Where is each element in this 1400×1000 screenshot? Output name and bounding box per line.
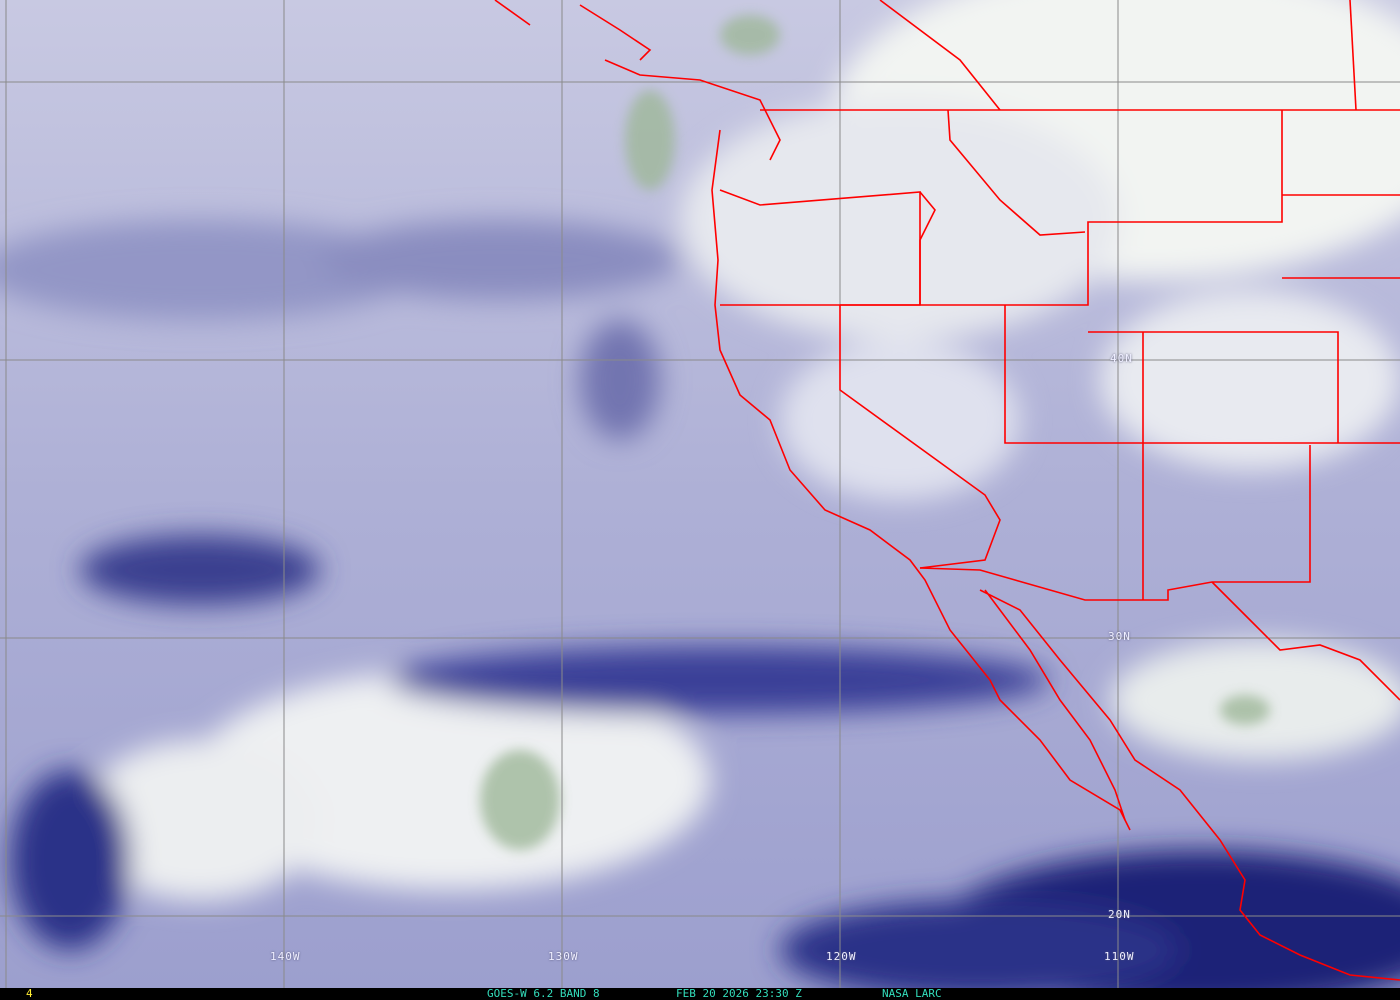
lon-label-110w: 110W xyxy=(1104,950,1135,963)
frame-number: 4 xyxy=(26,987,33,1000)
lat-label-40n: 40N xyxy=(1110,352,1133,365)
timestamp: FEB 20 2026 23:30 Z xyxy=(676,987,802,1000)
coastline xyxy=(711,129,1131,831)
lon-label-140w: 140W xyxy=(270,950,301,963)
baja-east-coast xyxy=(984,589,1126,821)
lon-label-130w: 130W xyxy=(548,950,579,963)
lat-label-20n: 20N xyxy=(1108,908,1131,921)
satellite-band: GOES-W 6.2 BAND 8 xyxy=(487,987,600,1000)
political-boundaries xyxy=(494,0,1400,981)
mainland-mexico-coast xyxy=(979,589,1400,981)
lat-label-30n: 30N xyxy=(1108,630,1131,643)
status-bar: 4 GOES-W 6.2 BAND 8 FEB 20 2026 23:30 Z … xyxy=(0,988,1400,1000)
moist-areas xyxy=(480,15,1270,850)
lon-label-120w: 120W xyxy=(826,950,857,963)
credit: NASA LARC xyxy=(882,987,942,1000)
